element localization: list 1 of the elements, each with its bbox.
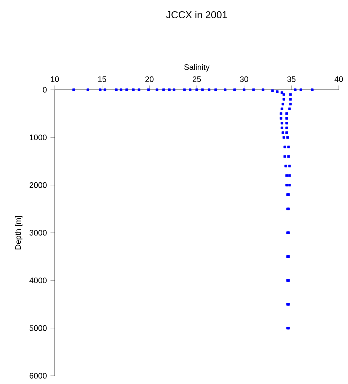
chart-title: JCCX in 2001 [166,11,228,19]
